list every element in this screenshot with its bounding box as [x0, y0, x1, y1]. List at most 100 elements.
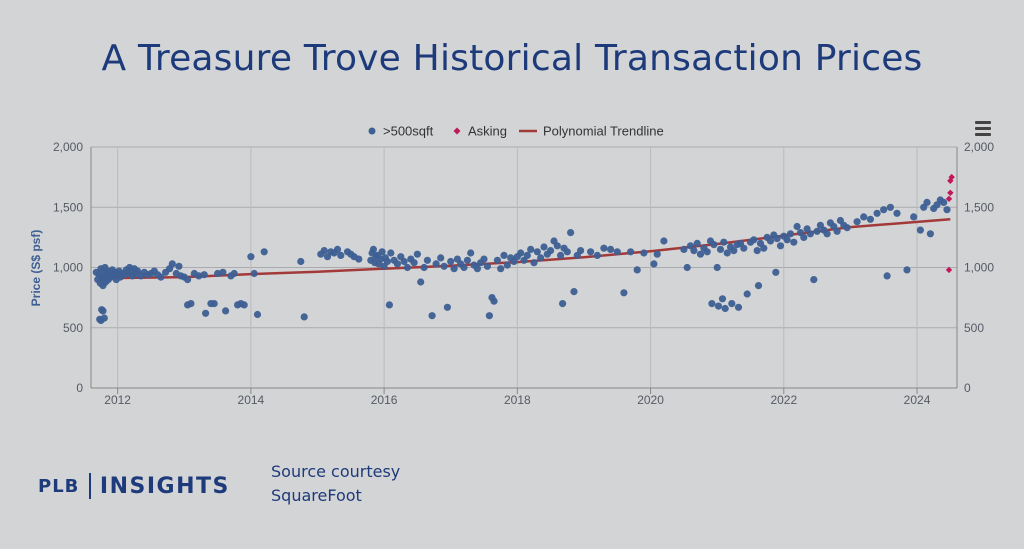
data-point	[853, 218, 861, 226]
data-point	[843, 224, 851, 232]
data-point	[247, 253, 255, 261]
legend[interactable]: >500sqft Asking Polynomial Trendline	[368, 124, 664, 139]
data-point	[683, 263, 691, 272]
data-point	[577, 247, 585, 255]
data-point	[503, 261, 511, 269]
legend-label-transactions: >500sqft	[383, 124, 434, 139]
data-point	[620, 289, 628, 297]
data-point	[187, 300, 195, 308]
y-tick-label-left: 1,500	[53, 200, 83, 214]
data-point	[517, 249, 525, 257]
y-tick-label-right: 1,000	[964, 261, 994, 275]
data-point	[910, 213, 918, 221]
data-point	[423, 256, 431, 264]
axes	[90, 147, 958, 394]
data-point	[230, 269, 238, 278]
data-point	[873, 209, 881, 217]
tick-labels: 0 0 500 500 1,000 1,000 1,500 1,500 2,000 2,000 20…	[53, 140, 994, 407]
gridlines	[91, 146, 957, 389]
data-point	[886, 203, 895, 211]
y-tick-label-left: 0	[76, 381, 83, 395]
y-tick-label-left: 1,000	[53, 261, 83, 275]
data-point	[833, 227, 841, 235]
data-point	[776, 242, 785, 250]
data-point	[157, 273, 165, 281]
source-line2: SquareFoot	[271, 486, 362, 505]
data-point	[728, 300, 736, 308]
data-point	[378, 248, 386, 256]
data-point	[99, 307, 107, 315]
asking-point	[947, 189, 954, 196]
data-point	[460, 263, 468, 272]
data-point	[260, 248, 268, 256]
data-point	[693, 239, 701, 247]
data-point	[403, 263, 411, 272]
data-point	[413, 250, 421, 258]
data-point	[530, 259, 538, 267]
data-point	[783, 236, 791, 244]
y-tick-label-right: 500	[964, 321, 984, 335]
hamburger-menu-icon[interactable]	[975, 121, 991, 136]
data-point	[940, 198, 948, 206]
data-point	[557, 251, 565, 259]
data-point	[450, 265, 458, 273]
data-point	[903, 266, 911, 274]
data-point	[866, 215, 875, 223]
data-point	[417, 278, 425, 286]
y-tick-label-left: 2,000	[53, 140, 83, 154]
data-point	[943, 206, 951, 214]
data-point	[210, 300, 218, 308]
data-point	[400, 257, 408, 266]
page-title: A Treasure Trove Historical Transaction …	[101, 38, 923, 79]
data-point	[253, 310, 262, 319]
data-point	[567, 229, 575, 237]
data-point	[680, 245, 688, 253]
data-point	[219, 268, 227, 276]
data-point	[443, 303, 451, 311]
data-point	[250, 269, 258, 278]
legend-label-asking: Asking	[468, 124, 507, 139]
data-point	[490, 297, 498, 305]
source-line1: Source courtesy	[271, 462, 401, 481]
data-point	[696, 250, 705, 258]
data-point	[483, 262, 491, 270]
data-point	[175, 262, 183, 270]
data-point	[437, 254, 445, 262]
data-point	[627, 248, 635, 256]
data-point	[750, 236, 758, 244]
data-point	[753, 247, 761, 255]
data-point	[653, 250, 661, 258]
data-point	[485, 312, 493, 320]
data-point	[200, 271, 208, 279]
data-point	[553, 242, 561, 250]
data-point	[720, 238, 728, 246]
source-credit: Source courtesy SquareFoot	[271, 460, 400, 508]
data-point	[432, 260, 440, 268]
data-point	[926, 230, 935, 238]
data-point	[300, 313, 308, 321]
data-point	[860, 213, 868, 221]
asking-layer	[945, 173, 955, 274]
data-point	[533, 248, 541, 256]
data-point	[786, 230, 795, 238]
data-point	[718, 295, 727, 303]
data-point	[100, 314, 108, 322]
data-point	[766, 237, 775, 245]
asking-point	[945, 195, 953, 203]
data-point	[320, 247, 328, 255]
data-point	[527, 245, 535, 253]
y-tick-label-right: 1,500	[964, 200, 994, 214]
legend-marker-transactions	[368, 127, 376, 135]
data-point	[540, 243, 548, 251]
data-point	[923, 198, 931, 206]
data-point	[240, 301, 248, 309]
data-point	[708, 300, 716, 308]
data-point	[523, 251, 531, 259]
data-point	[387, 249, 395, 257]
data-point	[772, 268, 780, 276]
y-tick-label-right: 2,000	[964, 140, 994, 154]
asking-point	[947, 177, 954, 184]
data-point	[893, 209, 901, 217]
data-point	[714, 302, 723, 310]
